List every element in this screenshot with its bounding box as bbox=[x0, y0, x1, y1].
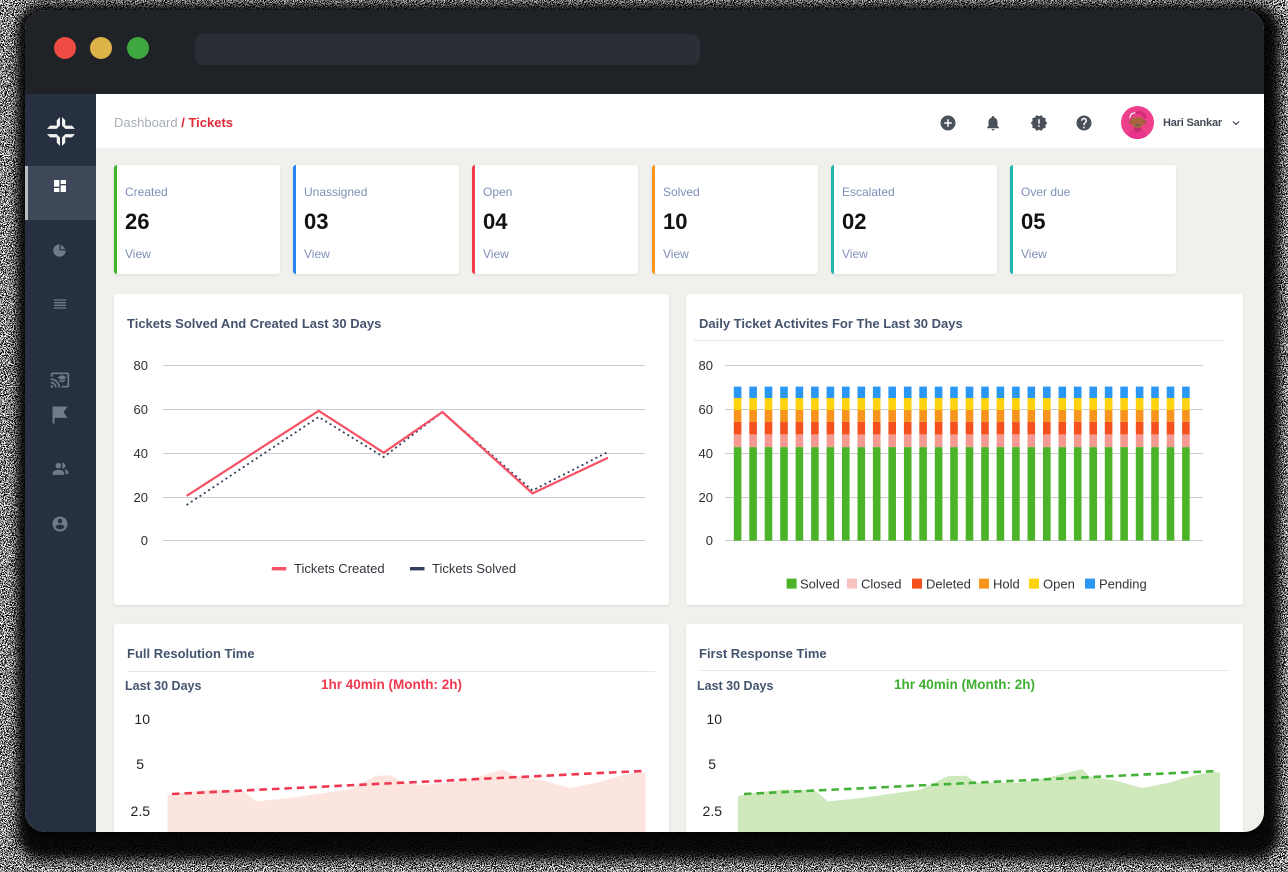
svg-text:5: 5 bbox=[136, 756, 144, 772]
svg-text:Pending: Pending bbox=[1099, 577, 1147, 592]
svg-text:60: 60 bbox=[134, 402, 148, 417]
svg-text:Open: Open bbox=[1043, 577, 1075, 592]
svg-text:2.5: 2.5 bbox=[703, 803, 723, 819]
svg-text:10: 10 bbox=[706, 711, 722, 727]
svg-text:Tickets Solved: Tickets Solved bbox=[432, 561, 516, 576]
svg-text:Closed: Closed bbox=[861, 577, 901, 592]
svg-text:20: 20 bbox=[699, 490, 713, 505]
svg-text:40: 40 bbox=[699, 446, 713, 461]
svg-text:2.5: 2.5 bbox=[131, 803, 151, 819]
svg-text:40: 40 bbox=[134, 446, 148, 461]
svg-text:80: 80 bbox=[699, 358, 713, 373]
svg-text:5: 5 bbox=[708, 756, 716, 772]
svg-text:Hold: Hold bbox=[993, 577, 1020, 592]
svg-text:10: 10 bbox=[134, 711, 150, 727]
svg-text:Deleted: Deleted bbox=[926, 577, 971, 592]
svg-text:0: 0 bbox=[141, 533, 148, 548]
svg-text:20: 20 bbox=[134, 490, 148, 505]
svg-text:0: 0 bbox=[706, 533, 713, 548]
svg-text:Solved: Solved bbox=[800, 577, 840, 592]
svg-text:Tickets Created: Tickets Created bbox=[294, 561, 385, 576]
svg-text:80: 80 bbox=[134, 358, 148, 373]
svg-text:60: 60 bbox=[699, 402, 713, 417]
